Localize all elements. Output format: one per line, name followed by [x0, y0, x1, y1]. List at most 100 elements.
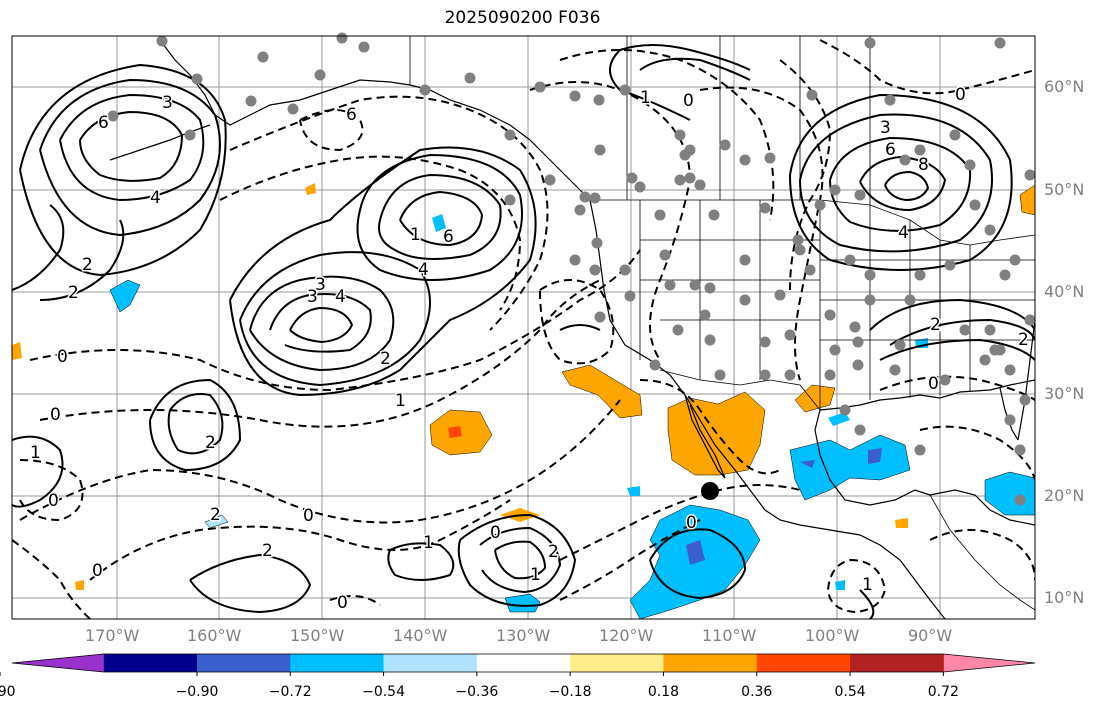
colorbar-tick-label: 0.90	[0, 684, 16, 700]
colorbar-segment	[196, 654, 291, 672]
station-dot	[699, 309, 711, 321]
station-dot	[591, 237, 603, 249]
solid-contours	[12, 44, 1035, 619]
contour-label-dashed: 6	[346, 105, 357, 125]
station-dot	[894, 339, 906, 351]
station-dot	[852, 336, 864, 348]
contour-label-solid: 6	[98, 113, 109, 133]
station-dot	[889, 364, 901, 376]
contour-label-solid: 4	[335, 287, 346, 307]
station-dot	[739, 254, 751, 266]
contour-label-solid: 3	[315, 275, 326, 295]
contour-label-dashed: 0	[92, 561, 103, 581]
contour-label-solid: 6	[443, 227, 454, 247]
station-dot	[624, 290, 636, 302]
contour-label-dashed: 0	[337, 593, 348, 613]
lon-label: 100°W	[805, 626, 860, 645]
contour-label-solid: 1	[423, 533, 434, 553]
station-dot	[245, 95, 257, 107]
station-dot	[314, 69, 326, 81]
station-dot	[634, 181, 646, 193]
station-dot	[574, 204, 586, 216]
contour-label-solid: 3	[162, 93, 173, 113]
lon-label: 170°W	[85, 626, 140, 645]
station-dot	[107, 110, 119, 122]
station-dot	[1009, 254, 1021, 266]
station-dot	[714, 369, 726, 381]
station-dot	[708, 209, 720, 221]
contour-label-solid: 2	[548, 542, 559, 562]
station-dot	[792, 234, 804, 246]
contour-label-solid: 0	[955, 85, 966, 105]
coast-baja	[684, 394, 726, 479]
contour-label-solid: 2	[210, 505, 221, 525]
colorbar-outline	[11, 653, 1036, 673]
shade-blue-small3	[627, 486, 640, 496]
station-dot	[191, 73, 203, 85]
station-dot	[1019, 394, 1031, 406]
station-dot	[994, 37, 1006, 49]
station-dot	[504, 129, 516, 141]
contour-label-solid: 1	[862, 575, 873, 595]
station-dot	[719, 139, 731, 151]
station-dot	[579, 191, 591, 203]
station-dot	[569, 254, 581, 266]
station-dot	[794, 244, 806, 256]
shade-orange-east	[1019, 184, 1035, 216]
station-dot	[464, 72, 476, 84]
colorbar-tick-label: −0.36	[455, 684, 499, 700]
colorbar-segment	[290, 654, 385, 672]
station-dot	[764, 152, 776, 164]
map-frame	[11, 35, 1036, 620]
station-dot	[1014, 444, 1026, 456]
station-dot	[849, 321, 861, 333]
station-dot	[257, 51, 269, 63]
colorbar-segment	[476, 654, 571, 672]
colorbar-segment	[663, 654, 758, 672]
lon-label: 90°W	[908, 626, 953, 645]
lon-label: 120°W	[599, 626, 654, 645]
station-dot	[664, 279, 676, 291]
contour-label-solid: 2	[1018, 330, 1029, 350]
lat-label: 60°N	[1044, 77, 1085, 96]
provinces	[626, 36, 871, 205]
station-dot	[626, 172, 638, 184]
station-dot	[904, 294, 916, 306]
station-dot	[689, 279, 701, 291]
colorbar-tick-label: 0.54	[834, 684, 866, 700]
lat-label: 50°N	[1044, 180, 1085, 199]
station-dot	[864, 269, 876, 281]
station-dot	[899, 154, 911, 166]
shade-orange-small2	[12, 342, 22, 360]
colorbar-segment	[103, 654, 198, 672]
contour-label-solid: 4	[150, 188, 161, 208]
shade-blue-hawaii	[109, 279, 141, 313]
station-dot	[659, 249, 671, 261]
shade-darkblue-mexpac	[686, 540, 705, 565]
coast-yucatan	[929, 489, 1035, 526]
station-dot	[914, 269, 926, 281]
station-dot	[839, 404, 851, 416]
station-dot	[759, 336, 771, 348]
contour-label-solid: 1	[410, 225, 421, 245]
contour-label-solid: 1	[395, 391, 406, 411]
shade-blue-small4	[828, 412, 850, 426]
colorbar-tick-label: −0.90	[175, 684, 219, 700]
shaded-negative-areas	[109, 214, 1035, 619]
station-dot	[679, 149, 691, 161]
shade-blue-small5	[835, 580, 845, 590]
lon-label: 140°W	[393, 626, 448, 645]
contour-label-solid: 0	[490, 523, 501, 543]
contour-label-solid: 6	[885, 140, 896, 160]
colorbar-tick-label: −0.72	[268, 684, 312, 700]
station-dot	[984, 324, 996, 336]
contour-label-solid: 2	[68, 283, 79, 303]
contour-label-solid: 3	[307, 287, 318, 307]
station-dot	[852, 359, 864, 371]
contour-label-solid: 2	[205, 433, 216, 453]
station-dot	[674, 174, 686, 186]
station-dot	[814, 199, 826, 211]
station-dot	[884, 94, 896, 106]
